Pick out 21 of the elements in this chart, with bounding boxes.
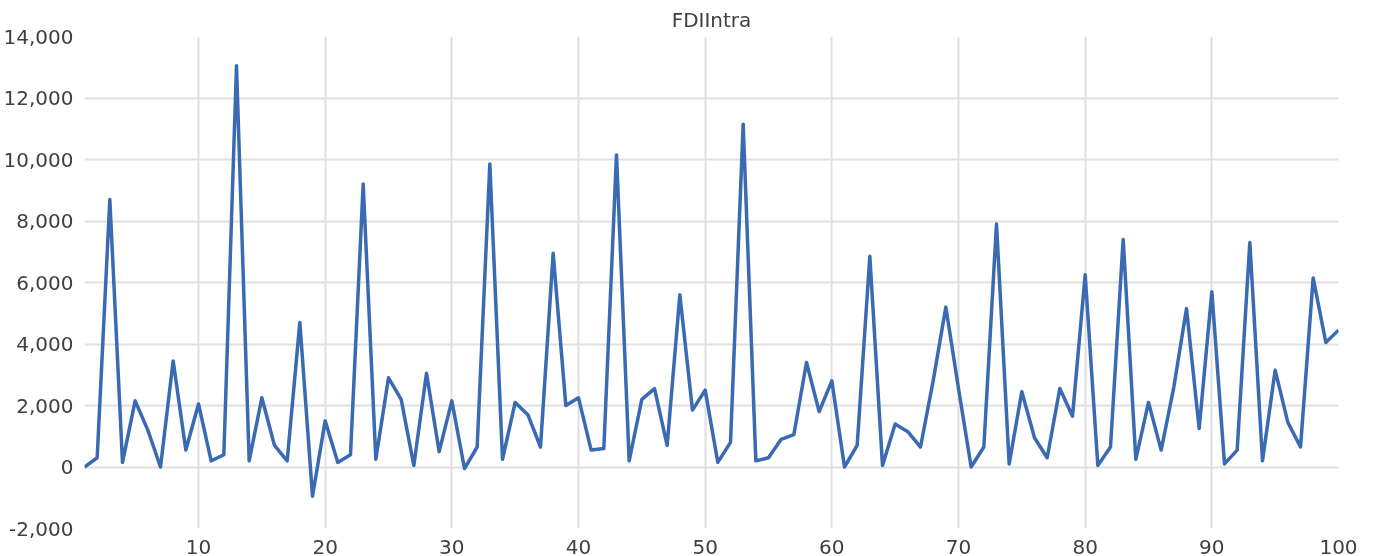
y-tick-label: -2,000 — [9, 516, 74, 541]
x-tick-label: 70 — [945, 534, 972, 556]
x-tick-label: 50 — [692, 534, 718, 556]
y-tick-label: 2,000 — [16, 393, 74, 418]
x-tick-label: 40 — [565, 534, 592, 556]
line-series — [84, 63, 1339, 498]
y-tick-label: 0 — [60, 455, 74, 479]
y-tick-label: 14,000 — [3, 24, 74, 49]
x-tick-label: 90 — [1199, 534, 1225, 556]
y-tick-label: 12,000 — [3, 86, 74, 110]
y-tick-label: 10,000 — [3, 147, 74, 172]
x-tick-label: 30 — [439, 534, 465, 556]
x-tick-label: 60 — [819, 534, 845, 556]
chart-title: FDIIntra — [671, 7, 752, 32]
y-tick-label: 6,000 — [16, 270, 74, 295]
x-tick-label: 20 — [312, 534, 338, 556]
x-tick-label: 10 — [185, 534, 212, 556]
x-tick-label: 100 — [1319, 534, 1358, 556]
y-tick-label: 4,000 — [16, 332, 74, 356]
y-tick-label: 8,000 — [16, 209, 74, 233]
x-tick-label: 80 — [1072, 534, 1098, 556]
